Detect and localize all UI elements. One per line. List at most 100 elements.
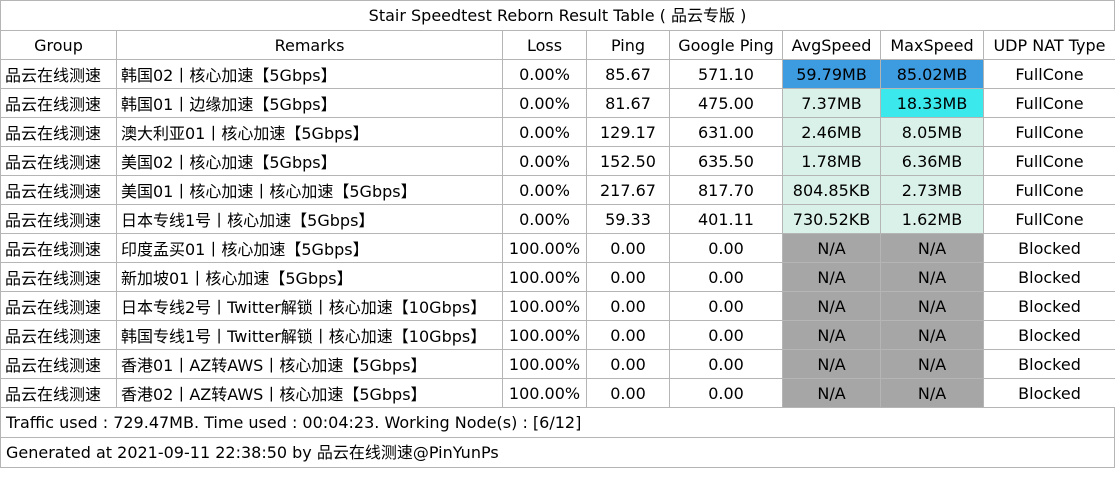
table-row: 品云在线测速 香港02丨AZ转AWS丨核心加速【5Gbps】 100.00% 0.00… bbox=[0, 378, 1115, 408]
cell-max-speed: N/A bbox=[880, 349, 984, 379]
cell-loss: 100.00% bbox=[502, 349, 587, 379]
cell-ping: 0.00 bbox=[586, 291, 670, 321]
cell-ping: 0.00 bbox=[586, 378, 670, 408]
cell-max-speed: 18.33MB bbox=[880, 88, 984, 118]
cell-google-ping: 0.00 bbox=[669, 378, 783, 408]
cell-ping: 0.00 bbox=[586, 349, 670, 379]
generated-info: Generated at 2021-09-11 22:38:50 by 品云在线… bbox=[0, 438, 1115, 468]
header-group: Group bbox=[0, 30, 117, 60]
table-row: 品云在线测速 美国02丨核心加速【5Gbps】 0.00% 152.50 635.50 1… bbox=[0, 146, 1115, 176]
cell-group: 品云在线测速 bbox=[0, 88, 117, 118]
cell-avg-speed: N/A bbox=[782, 349, 881, 379]
cell-google-ping: 631.00 bbox=[669, 117, 783, 147]
cell-google-ping: 0.00 bbox=[669, 349, 783, 379]
header-remarks: Remarks bbox=[116, 30, 503, 60]
cell-remarks: 美国02丨核心加速【5Gbps】 bbox=[116, 146, 503, 176]
cell-ping: 217.67 bbox=[586, 175, 670, 205]
cell-udp-nat-type: FullCone bbox=[983, 59, 1115, 89]
cell-avg-speed: 59.79MB bbox=[782, 59, 881, 89]
cell-ping: 85.67 bbox=[586, 59, 670, 89]
cell-max-speed: N/A bbox=[880, 291, 984, 321]
cell-group: 品云在线测速 bbox=[0, 175, 117, 205]
cell-udp-nat-type: FullCone bbox=[983, 175, 1115, 205]
cell-avg-speed: 7.37MB bbox=[782, 88, 881, 118]
cell-ping: 152.50 bbox=[586, 146, 670, 176]
cell-avg-speed: 1.78MB bbox=[782, 146, 881, 176]
table-row: 品云在线测速 日本专线2号丨Twitter解锁丨核心加速【10Gbps】 100.0… bbox=[0, 291, 1115, 321]
cell-loss: 100.00% bbox=[502, 262, 587, 292]
cell-avg-speed: N/A bbox=[782, 291, 881, 321]
cell-udp-nat-type: Blocked bbox=[983, 233, 1115, 263]
cell-max-speed: N/A bbox=[880, 233, 984, 263]
cell-avg-speed: N/A bbox=[782, 378, 881, 408]
cell-group: 品云在线测速 bbox=[0, 291, 117, 321]
traffic-summary: Traffic used : 729.47MB. Time used : 00:… bbox=[0, 408, 1115, 438]
cell-group: 品云在线测速 bbox=[0, 262, 117, 292]
cell-udp-nat-type: FullCone bbox=[983, 117, 1115, 147]
cell-udp-nat-type: Blocked bbox=[983, 378, 1115, 408]
cell-google-ping: 817.70 bbox=[669, 175, 783, 205]
cell-google-ping: 0.00 bbox=[669, 262, 783, 292]
table-body: 品云在线测速 韩国02丨核心加速【5Gbps】 0.00% 85.67 571.10 59… bbox=[0, 59, 1115, 408]
cell-ping: 129.17 bbox=[586, 117, 670, 147]
cell-google-ping: 0.00 bbox=[669, 291, 783, 321]
cell-group: 品云在线测速 bbox=[0, 146, 117, 176]
table-row: 品云在线测速 韩国02丨核心加速【5Gbps】 0.00% 85.67 571.10 59… bbox=[0, 59, 1115, 89]
cell-group: 品云在线测速 bbox=[0, 320, 117, 350]
header-row: Group Remarks Loss Ping Google Ping AvgS… bbox=[0, 30, 1115, 60]
cell-group: 品云在线测速 bbox=[0, 349, 117, 379]
table-row: 品云在线测速 日本专线1号丨核心加速【5Gbps】 0.00% 59.33 401.11… bbox=[0, 204, 1115, 234]
cell-max-speed: N/A bbox=[880, 320, 984, 350]
header-ping: Ping bbox=[586, 30, 670, 60]
cell-remarks: 美国01丨核心加速丨核心加速【5Gbps】 bbox=[116, 175, 503, 205]
cell-google-ping: 635.50 bbox=[669, 146, 783, 176]
cell-group: 品云在线测速 bbox=[0, 204, 117, 234]
cell-udp-nat-type: Blocked bbox=[983, 291, 1115, 321]
cell-udp-nat-type: FullCone bbox=[983, 88, 1115, 118]
table-row: 品云在线测速 香港01丨AZ转AWS丨核心加速【5Gbps】 100.00% 0.00… bbox=[0, 349, 1115, 379]
cell-loss: 0.00% bbox=[502, 175, 587, 205]
cell-remarks: 澳大利亚01丨核心加速【5Gbps】 bbox=[116, 117, 503, 147]
cell-ping: 0.00 bbox=[586, 233, 670, 263]
cell-google-ping: 475.00 bbox=[669, 88, 783, 118]
cell-remarks: 印度孟买01丨核心加速【5Gbps】 bbox=[116, 233, 503, 263]
cell-ping: 0.00 bbox=[586, 262, 670, 292]
cell-group: 品云在线测速 bbox=[0, 233, 117, 263]
cell-loss: 0.00% bbox=[502, 88, 587, 118]
cell-group: 品云在线测速 bbox=[0, 378, 117, 408]
cell-avg-speed: N/A bbox=[782, 262, 881, 292]
cell-remarks: 韩国02丨核心加速【5Gbps】 bbox=[116, 59, 503, 89]
cell-ping: 81.67 bbox=[586, 88, 670, 118]
cell-udp-nat-type: FullCone bbox=[983, 204, 1115, 234]
cell-avg-speed: 730.52KB bbox=[782, 204, 881, 234]
cell-max-speed: N/A bbox=[880, 378, 984, 408]
cell-remarks: 日本专线1号丨核心加速【5Gbps】 bbox=[116, 204, 503, 234]
cell-avg-speed: 804.85KB bbox=[782, 175, 881, 205]
cell-udp-nat-type: Blocked bbox=[983, 320, 1115, 350]
cell-loss: 100.00% bbox=[502, 291, 587, 321]
table-row: 品云在线测速 印度孟买01丨核心加速【5Gbps】 100.00% 0.00 0.00 N… bbox=[0, 233, 1115, 263]
cell-avg-speed: N/A bbox=[782, 233, 881, 263]
cell-max-speed: 2.73MB bbox=[880, 175, 984, 205]
cell-remarks: 日本专线2号丨Twitter解锁丨核心加速【10Gbps】 bbox=[116, 291, 503, 321]
cell-remarks: 香港02丨AZ转AWS丨核心加速【5Gbps】 bbox=[116, 378, 503, 408]
table-row: 品云在线测速 美国01丨核心加速丨核心加速【5Gbps】 0.00% 217.67 81… bbox=[0, 175, 1115, 205]
cell-avg-speed: N/A bbox=[782, 320, 881, 350]
cell-avg-speed: 2.46MB bbox=[782, 117, 881, 147]
cell-loss: 0.00% bbox=[502, 59, 587, 89]
cell-max-speed: 85.02MB bbox=[880, 59, 984, 89]
cell-google-ping: 0.00 bbox=[669, 233, 783, 263]
cell-udp-nat-type: Blocked bbox=[983, 349, 1115, 379]
cell-max-speed: 1.62MB bbox=[880, 204, 984, 234]
cell-google-ping: 401.11 bbox=[669, 204, 783, 234]
cell-ping: 59.33 bbox=[586, 204, 670, 234]
header-avg-speed: AvgSpeed bbox=[782, 30, 881, 60]
cell-max-speed: N/A bbox=[880, 262, 984, 292]
cell-google-ping: 0.00 bbox=[669, 320, 783, 350]
cell-remarks: 香港01丨AZ转AWS丨核心加速【5Gbps】 bbox=[116, 349, 503, 379]
cell-loss: 100.00% bbox=[502, 378, 587, 408]
header-loss: Loss bbox=[502, 30, 587, 60]
cell-loss: 0.00% bbox=[502, 204, 587, 234]
cell-loss: 100.00% bbox=[502, 320, 587, 350]
header-udp-nat-type: UDP NAT Type bbox=[983, 30, 1115, 60]
